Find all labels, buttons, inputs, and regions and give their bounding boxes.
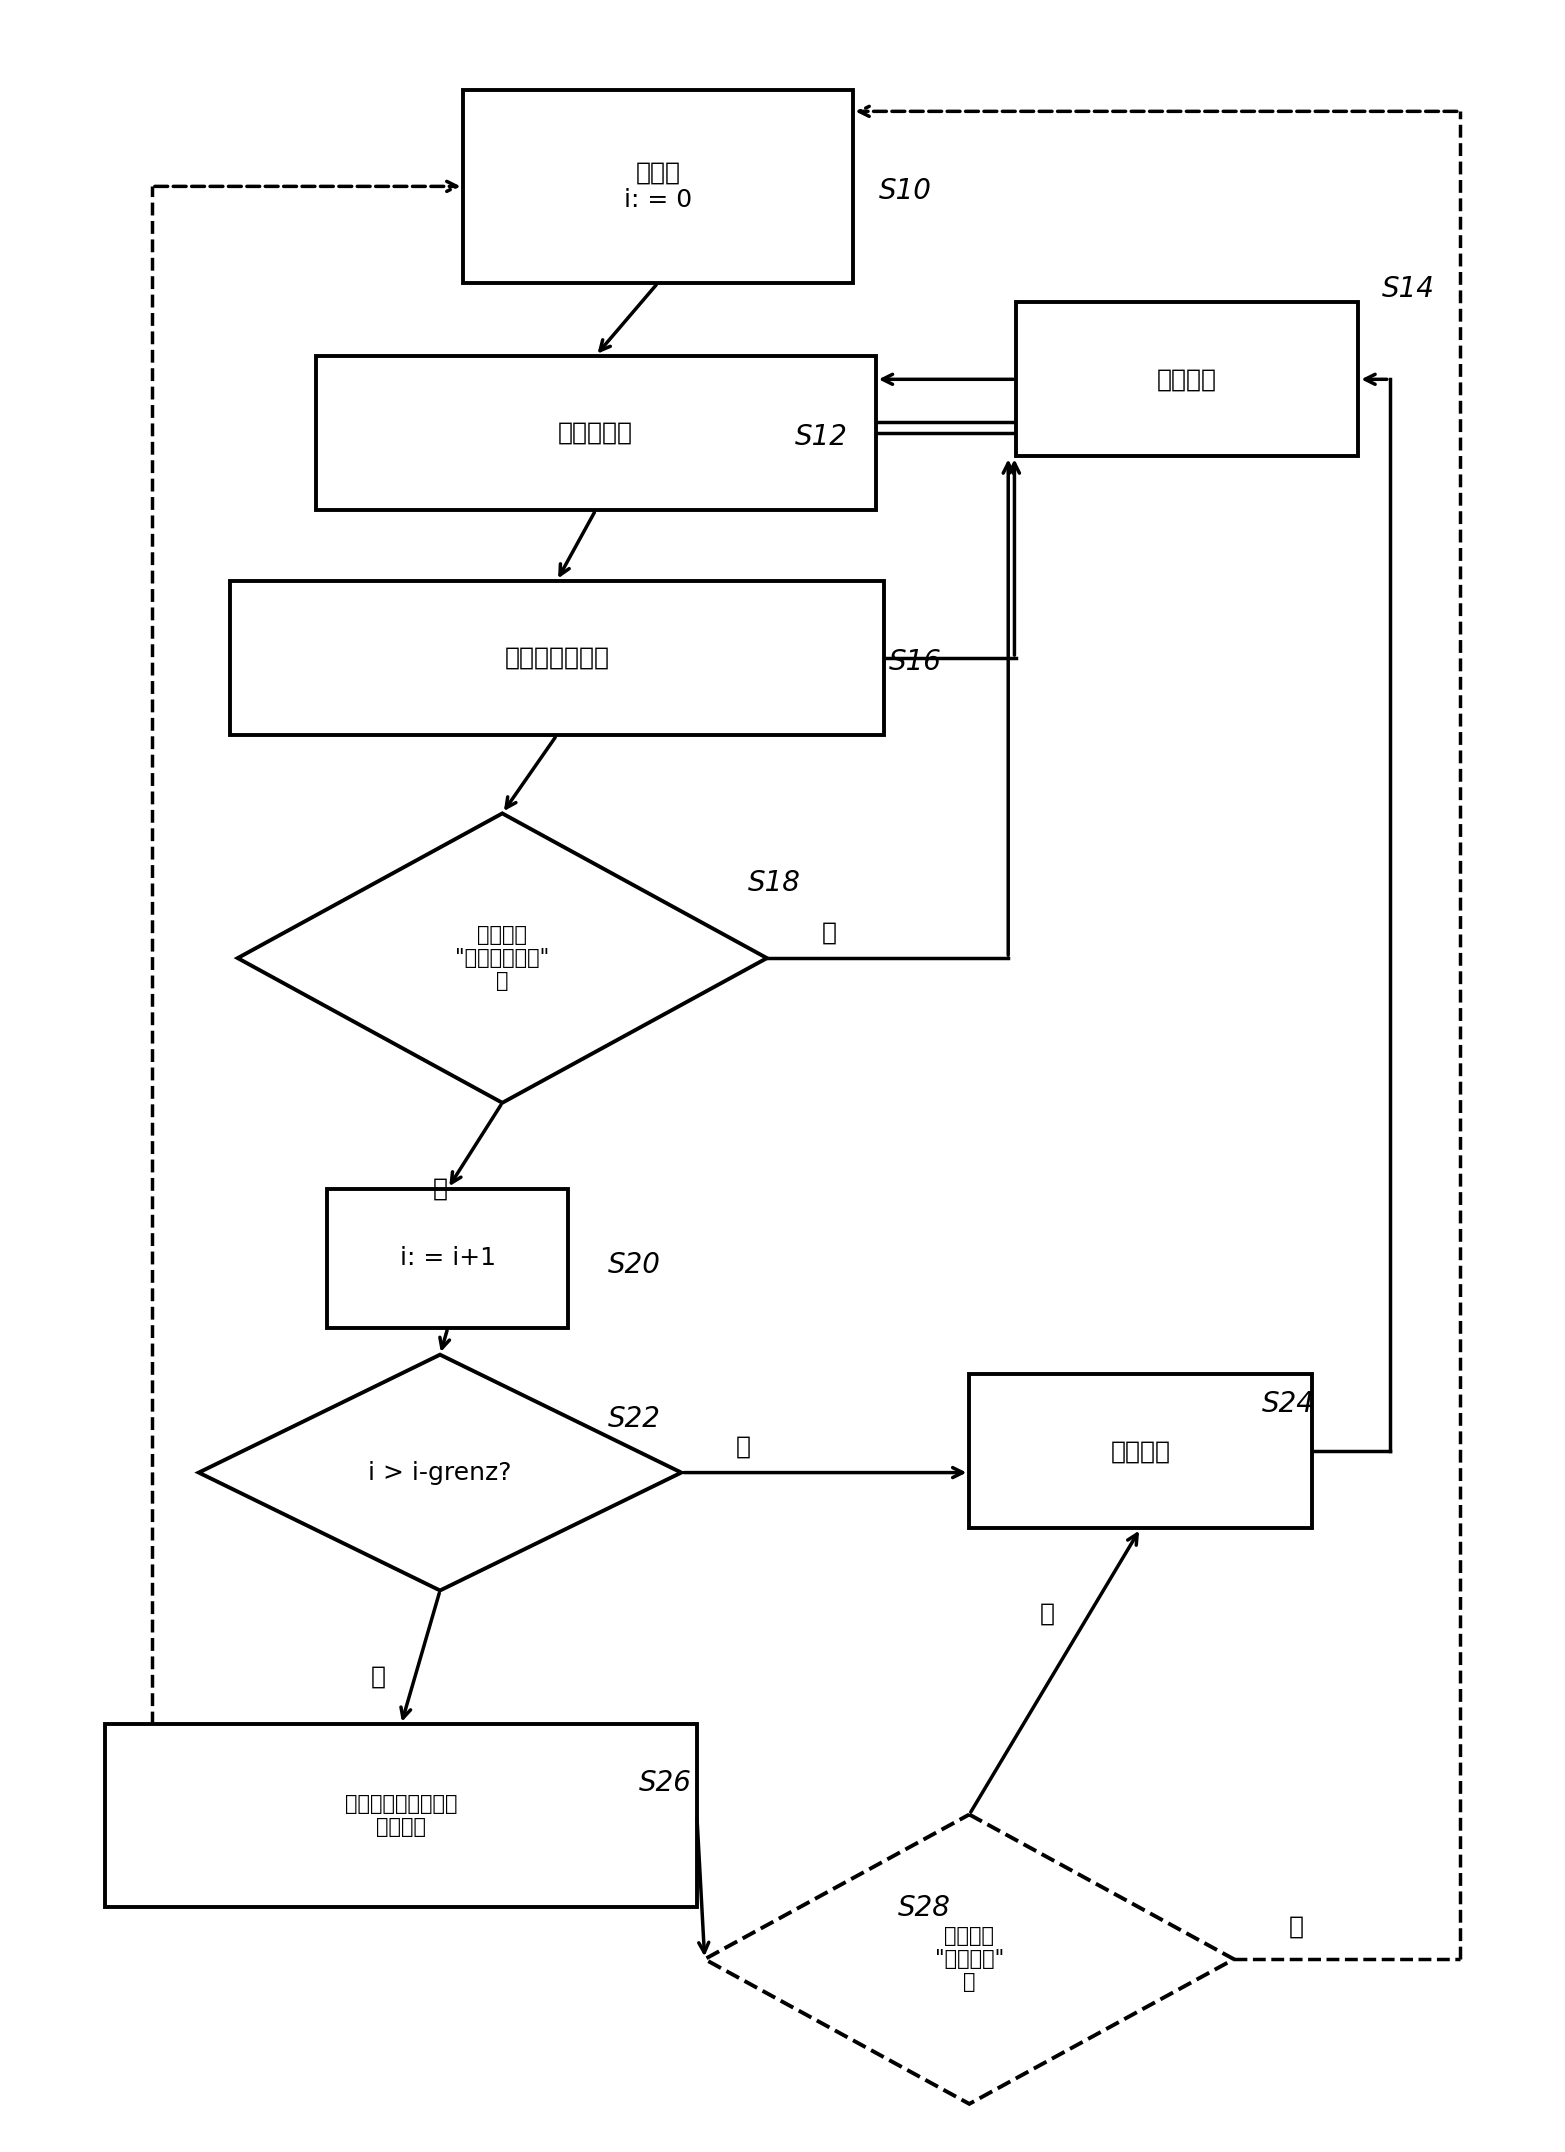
Bar [969,1373,1311,1528]
Text: S22: S22 [609,1405,660,1433]
Text: 否: 否 [736,1435,751,1459]
Text: 是: 是 [1039,1601,1055,1627]
Polygon shape [199,1354,681,1590]
Text: 否: 否 [822,921,837,945]
Text: S24: S24 [1261,1390,1315,1418]
Bar [316,355,876,510]
Text: 否: 否 [1288,1915,1304,1939]
Polygon shape [238,813,767,1102]
Bar [1016,301,1358,456]
Text: 是: 是 [371,1663,385,1687]
Text: S28: S28 [898,1894,950,1922]
Text: 重新充电: 重新充电 [1157,368,1218,392]
Polygon shape [704,1814,1233,2105]
Text: S18: S18 [748,869,801,897]
Text: S10: S10 [880,176,931,204]
Bar [230,581,884,736]
Text: 深度放电: 深度放电 [1111,1440,1171,1463]
Text: i > i-grenz?: i > i-grenz? [368,1461,512,1485]
Bar [105,1724,696,1907]
Text: S26: S26 [639,1769,692,1797]
Text: 是: 是 [432,1177,448,1201]
Text: S16: S16 [889,648,941,676]
Text: 操作输入
"接受深度放电"
？: 操作输入 "接受深度放电" ？ [455,925,549,992]
Text: i: = i+1: i: = i+1 [399,1246,496,1270]
Bar [463,90,853,282]
Text: 新电池
i: = 0: 新电池 i: = 0 [624,161,692,213]
Text: 放电至放电极限: 放电至放电极限 [504,646,609,669]
Text: 操作输入
"忽略警报"
？: 操作输入 "忽略警报" ？ [934,1926,1003,1993]
Text: 警报信号和／或阻止
深度放电: 警报信号和／或阻止 深度放电 [344,1795,457,1838]
Text: S20: S20 [609,1250,660,1278]
Bar [327,1188,568,1328]
Text: S14: S14 [1382,275,1435,303]
Text: S12: S12 [795,424,848,452]
Text: 运行机动车: 运行机动车 [559,422,634,445]
